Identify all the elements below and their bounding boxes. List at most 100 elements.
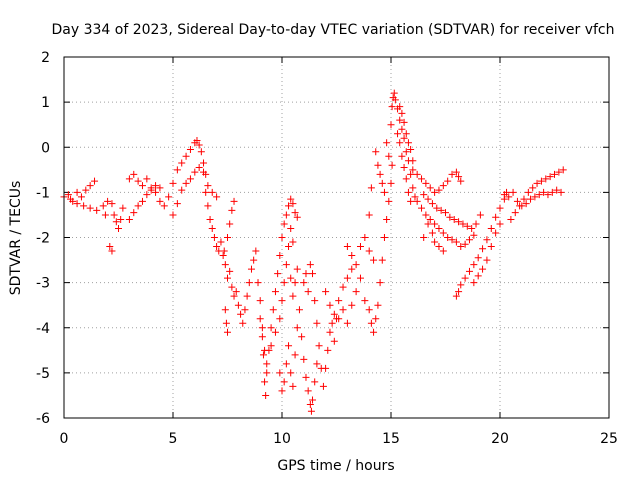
data-point — [452, 168, 460, 176]
data-point — [422, 179, 430, 187]
data-point — [256, 297, 264, 305]
y-tick-label: -3 — [36, 276, 50, 292]
data-point — [372, 315, 380, 323]
data-point — [396, 139, 404, 147]
data-point — [86, 204, 94, 212]
data-point — [243, 292, 251, 300]
data-point — [295, 306, 303, 314]
data-point — [348, 252, 356, 260]
y-tick-label: -2 — [36, 231, 50, 247]
data-point — [509, 188, 517, 196]
data-point — [289, 382, 297, 390]
data-point — [82, 186, 90, 194]
data-point — [287, 274, 295, 282]
y-tick-label: -4 — [36, 321, 50, 337]
data-point — [452, 292, 460, 300]
data-point — [542, 175, 550, 183]
data-point — [426, 184, 434, 192]
data-point — [228, 283, 236, 291]
data-point — [435, 243, 443, 251]
data-point — [409, 166, 417, 174]
data-point — [551, 170, 558, 178]
data-point — [232, 288, 240, 296]
data-point — [361, 297, 369, 305]
data-point — [450, 215, 458, 223]
x-axis-label: GPS time / hours — [277, 458, 394, 474]
data-point — [385, 152, 393, 160]
data-point — [537, 177, 545, 185]
data-point — [492, 213, 500, 221]
data-point — [424, 220, 432, 228]
data-point — [496, 204, 504, 212]
data-point — [383, 215, 391, 223]
data-point — [424, 195, 432, 203]
data-point — [431, 238, 439, 246]
data-point — [309, 396, 317, 404]
data-point — [222, 319, 230, 327]
data-point — [293, 324, 301, 332]
data-point — [302, 270, 310, 278]
data-point — [546, 173, 554, 181]
data-point — [267, 342, 275, 350]
data-point — [108, 247, 116, 255]
data-point — [376, 170, 384, 178]
data-point — [67, 195, 75, 203]
data-point — [200, 159, 208, 167]
data-point — [304, 288, 312, 296]
x-tick-label: 20 — [491, 431, 509, 447]
chart-title: Day 334 of 2023, Sidereal Day-to-day VTE… — [51, 22, 614, 38]
data-point — [479, 265, 487, 273]
data-point — [461, 274, 469, 282]
data-point — [210, 234, 218, 241]
data-point — [258, 333, 266, 341]
data-point — [99, 202, 107, 210]
data-point — [476, 211, 484, 219]
data-point — [370, 256, 378, 264]
data-point — [339, 283, 347, 291]
data-point — [143, 191, 151, 199]
data-point — [77, 193, 85, 201]
data-point — [385, 197, 393, 205]
data-point — [428, 200, 436, 208]
data-point — [217, 238, 225, 246]
data-point — [496, 220, 504, 228]
data-point — [300, 355, 308, 363]
data-point — [289, 238, 297, 246]
data-point — [524, 188, 532, 196]
data-point — [448, 170, 456, 178]
axis-ticks: 0 5 10 15 20 25 -6 -5 -4 -3 -2 -1 0 1 2 — [36, 50, 618, 447]
data-point — [219, 252, 227, 260]
data-point — [169, 179, 177, 187]
data-point — [442, 209, 449, 217]
data-point — [330, 337, 338, 345]
data-point — [372, 148, 380, 156]
data-point — [374, 301, 382, 309]
data-point — [522, 200, 530, 208]
data-point — [191, 168, 199, 176]
data-point — [500, 191, 508, 199]
data-point — [459, 220, 467, 228]
data-point — [178, 186, 186, 194]
data-point — [274, 270, 282, 278]
data-point — [457, 243, 465, 251]
data-point — [119, 204, 127, 212]
data-point — [529, 184, 537, 192]
data-point — [465, 236, 473, 244]
data-point — [435, 186, 443, 194]
data-point — [492, 229, 500, 237]
data-point — [306, 261, 314, 269]
data-point — [130, 209, 138, 217]
data-point — [147, 184, 155, 192]
data-point — [370, 328, 378, 336]
data-point — [400, 164, 408, 172]
data-point — [527, 195, 535, 203]
data-point — [261, 346, 269, 354]
data-point — [108, 200, 116, 208]
data-point — [230, 292, 238, 300]
data-point — [276, 315, 284, 323]
data-point — [80, 202, 88, 210]
data-point — [143, 175, 151, 183]
data-point — [326, 301, 334, 309]
data-point — [245, 279, 253, 287]
data-point — [339, 306, 347, 314]
